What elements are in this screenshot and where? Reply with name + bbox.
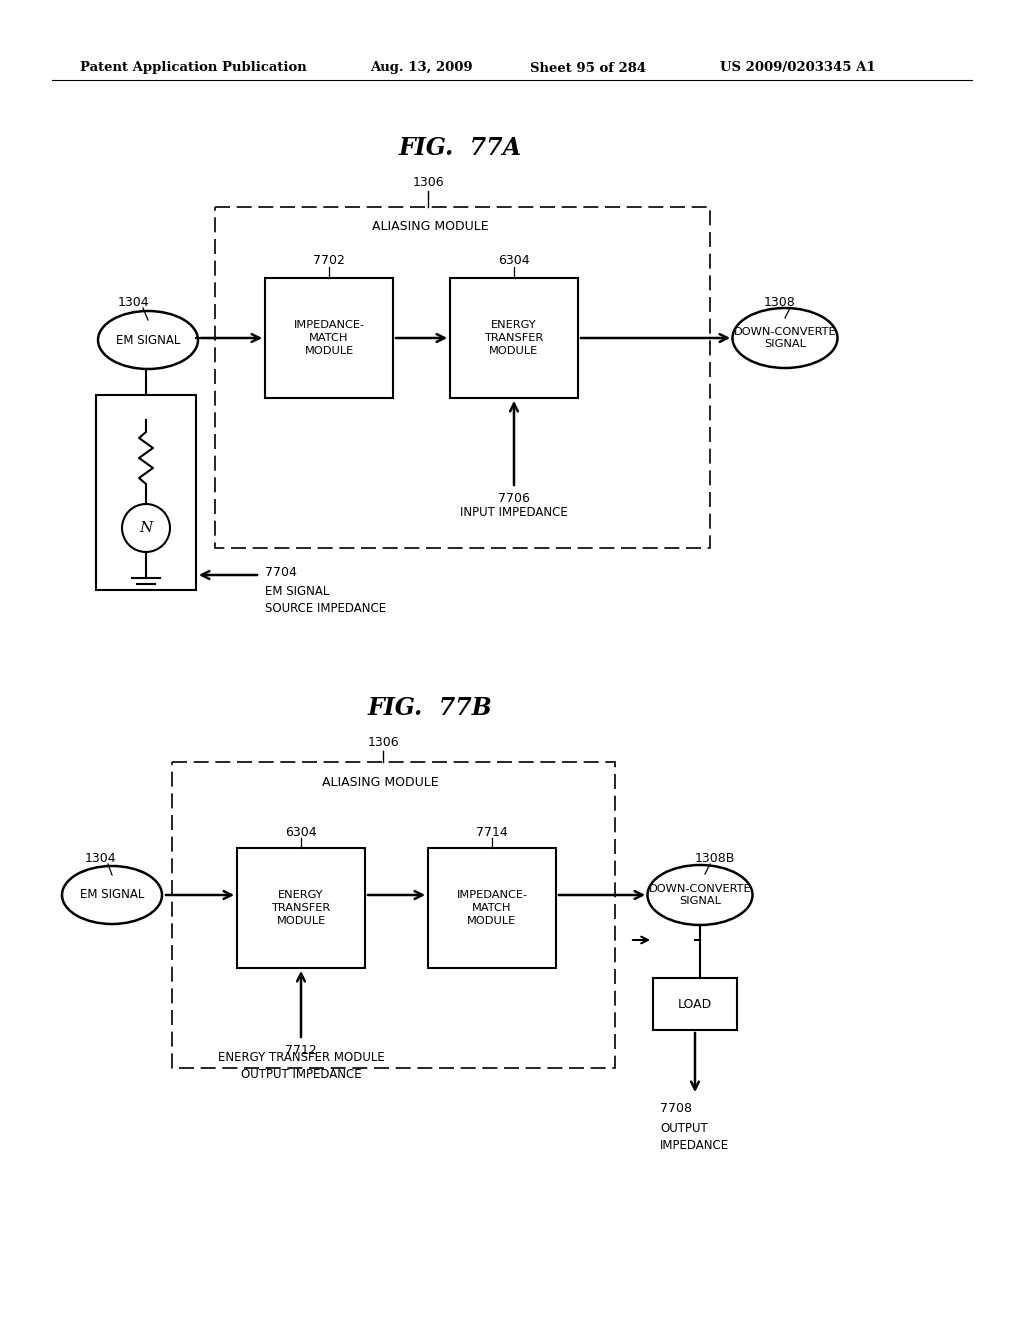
Ellipse shape: [732, 308, 838, 368]
FancyBboxPatch shape: [96, 395, 196, 590]
FancyBboxPatch shape: [428, 847, 556, 968]
Ellipse shape: [98, 312, 198, 370]
Text: 7714: 7714: [476, 825, 508, 838]
Text: INPUT IMPEDANCE: INPUT IMPEDANCE: [460, 507, 568, 520]
Circle shape: [122, 504, 170, 552]
Text: 1306: 1306: [413, 176, 443, 189]
Text: 1304: 1304: [117, 296, 148, 309]
Text: EM SIGNAL: EM SIGNAL: [116, 334, 180, 346]
Text: FIG.  77A: FIG. 77A: [398, 136, 521, 160]
Text: IMPEDANCE-
MATCH
MODULE: IMPEDANCE- MATCH MODULE: [457, 890, 527, 927]
Text: EM SIGNAL: EM SIGNAL: [80, 888, 144, 902]
Text: DOWN-CONVERTE
SIGNAL: DOWN-CONVERTE SIGNAL: [733, 327, 837, 350]
Text: Patent Application Publication: Patent Application Publication: [80, 62, 307, 74]
Text: 7704: 7704: [265, 565, 297, 578]
Text: DOWN-CONVERTE
SIGNAL: DOWN-CONVERTE SIGNAL: [648, 884, 752, 907]
Text: Sheet 95 of 284: Sheet 95 of 284: [530, 62, 646, 74]
Text: 1308: 1308: [764, 296, 796, 309]
Text: US 2009/0203345 A1: US 2009/0203345 A1: [720, 62, 876, 74]
Text: 1308B: 1308B: [695, 851, 735, 865]
Text: LOAD: LOAD: [678, 998, 712, 1011]
Text: IMPEDANCE-
MATCH
MODULE: IMPEDANCE- MATCH MODULE: [294, 319, 365, 356]
Text: ENERGY
TRANSFER
MODULE: ENERGY TRANSFER MODULE: [484, 319, 544, 356]
FancyBboxPatch shape: [265, 279, 393, 399]
Text: ENERGY
TRANSFER
MODULE: ENERGY TRANSFER MODULE: [271, 890, 331, 927]
Ellipse shape: [647, 865, 753, 925]
Text: 7706: 7706: [498, 491, 530, 504]
FancyBboxPatch shape: [450, 279, 578, 399]
Text: EM SIGNAL
SOURCE IMPEDANCE: EM SIGNAL SOURCE IMPEDANCE: [265, 585, 386, 615]
Text: Aug. 13, 2009: Aug. 13, 2009: [370, 62, 473, 74]
Text: 7702: 7702: [313, 255, 345, 268]
Text: 7708: 7708: [660, 1101, 692, 1114]
Text: 6304: 6304: [286, 825, 316, 838]
Text: ALIASING MODULE: ALIASING MODULE: [372, 219, 488, 232]
FancyBboxPatch shape: [237, 847, 365, 968]
Text: N: N: [139, 521, 153, 535]
Text: FIG.  77B: FIG. 77B: [368, 696, 493, 719]
Text: 6304: 6304: [499, 255, 529, 268]
FancyBboxPatch shape: [653, 978, 737, 1030]
Text: 1304: 1304: [84, 851, 116, 865]
Text: ALIASING MODULE: ALIASING MODULE: [322, 776, 438, 788]
Text: 7712: 7712: [285, 1044, 316, 1056]
Ellipse shape: [62, 866, 162, 924]
Text: ENERGY TRANSFER MODULE
OUTPUT IMPEDANCE: ENERGY TRANSFER MODULE OUTPUT IMPEDANCE: [218, 1051, 384, 1081]
Text: OUTPUT
IMPEDANCE: OUTPUT IMPEDANCE: [660, 1122, 729, 1152]
Text: 1306: 1306: [368, 735, 398, 748]
